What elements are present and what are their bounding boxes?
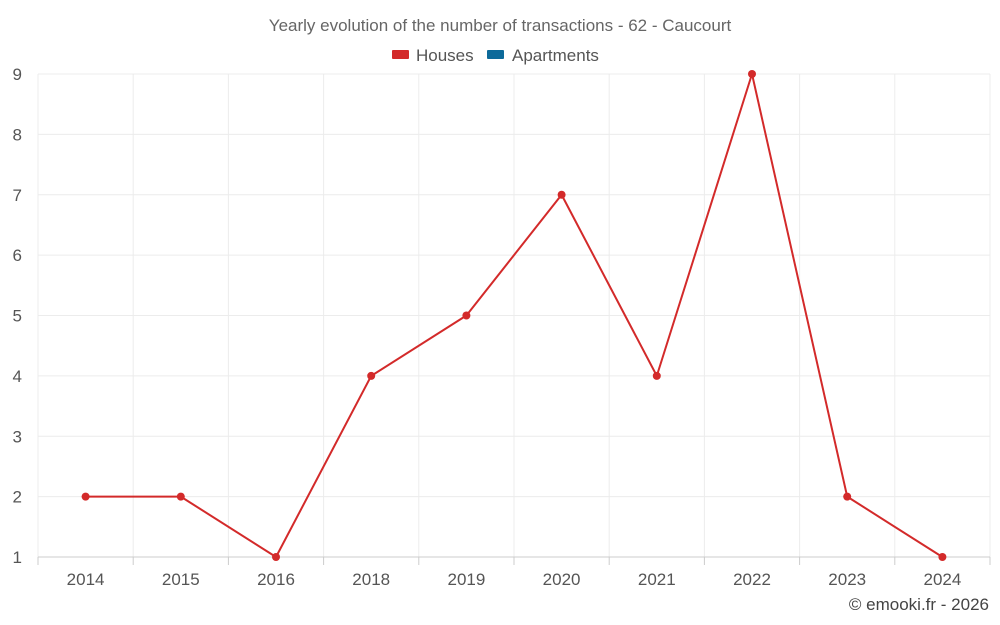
x-tick-label: 2020 xyxy=(543,570,581,589)
y-tick-label: 2 xyxy=(13,488,22,507)
legend-label-apartments: Apartments xyxy=(512,46,599,65)
y-axis-labels: 1 2 3 4 5 6 7 8 9 xyxy=(13,65,22,567)
series-line-houses xyxy=(85,73,943,558)
y-tick-label: 1 xyxy=(13,548,22,567)
legend-swatch-houses xyxy=(392,50,409,59)
y-tick-label: 9 xyxy=(13,65,22,84)
legend: Houses Apartments xyxy=(392,46,599,65)
x-tick-label: 2018 xyxy=(352,570,390,589)
x-tick-label: 2019 xyxy=(447,570,485,589)
data-point-houses[interactable] xyxy=(843,492,852,501)
chart-title: Yearly evolution of the number of transa… xyxy=(269,16,732,35)
x-tick-label: 2021 xyxy=(638,570,676,589)
data-point-houses[interactable] xyxy=(176,492,185,501)
legend-item-apartments[interactable]: Apartments xyxy=(487,46,599,65)
credit-text: © emooki.fr - 2026 xyxy=(849,595,989,614)
y-tick-label: 7 xyxy=(13,186,22,205)
data-point-houses[interactable] xyxy=(938,553,947,561)
y-tick-label: 5 xyxy=(13,307,22,326)
data-point-houses[interactable] xyxy=(272,553,280,561)
legend-label-houses: Houses xyxy=(416,46,474,65)
x-tick-label: 2014 xyxy=(67,570,105,589)
data-point-houses[interactable] xyxy=(367,371,376,380)
series-houses xyxy=(81,70,947,561)
data-point-houses[interactable] xyxy=(462,311,471,320)
legend-swatch-apartments xyxy=(487,50,504,59)
data-point-houses[interactable] xyxy=(748,70,756,78)
data-point-houses[interactable] xyxy=(652,371,661,380)
y-tick-label: 8 xyxy=(13,125,22,144)
x-tick-label: 2024 xyxy=(923,570,961,589)
data-point-houses[interactable] xyxy=(81,492,90,501)
axes xyxy=(37,556,991,565)
y-tick-label: 6 xyxy=(13,246,22,265)
y-tick-label: 3 xyxy=(13,427,22,446)
x-tick-label: 2023 xyxy=(828,570,866,589)
x-tick-label: 2016 xyxy=(257,570,295,589)
data-point-houses[interactable] xyxy=(557,190,566,199)
x-tick-label: 2015 xyxy=(162,570,200,589)
y-tick-label: 4 xyxy=(13,367,22,386)
x-axis-labels: 2014 2015 2016 2018 2019 2020 2021 2022 2023 2024 xyxy=(67,570,962,589)
grid xyxy=(37,73,991,557)
x-tick-label: 2022 xyxy=(733,570,771,589)
legend-item-houses[interactable]: Houses xyxy=(392,46,474,65)
